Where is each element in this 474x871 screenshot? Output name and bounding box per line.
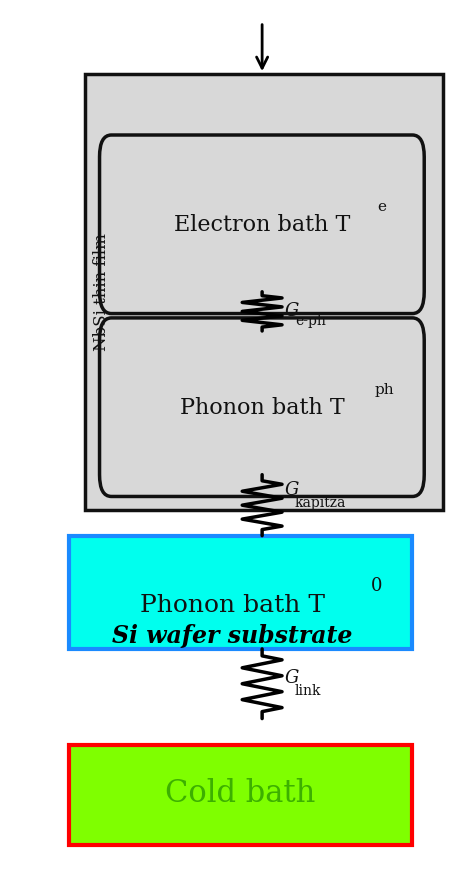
Text: link: link (295, 684, 321, 698)
Text: 0: 0 (371, 577, 382, 595)
FancyBboxPatch shape (100, 135, 424, 314)
Text: Phonon bath T: Phonon bath T (180, 396, 345, 419)
FancyBboxPatch shape (69, 745, 412, 845)
Text: Phonon bath T: Phonon bath T (140, 594, 325, 617)
Text: NbSi thin film: NbSi thin film (93, 233, 110, 351)
Text: e: e (377, 199, 386, 213)
Text: Si wafer substrate: Si wafer substrate (112, 624, 353, 648)
Text: G: G (284, 302, 299, 320)
Text: G: G (284, 669, 299, 686)
Text: G: G (284, 482, 299, 499)
Text: ph: ph (374, 382, 394, 396)
Text: Cold bath: Cold bath (165, 778, 316, 809)
Text: e-ph: e-ph (295, 314, 326, 328)
Text: kapitza: kapitza (295, 496, 346, 510)
FancyBboxPatch shape (100, 318, 424, 496)
FancyBboxPatch shape (85, 74, 443, 510)
Text: Electron bath T: Electron bath T (174, 213, 350, 236)
FancyBboxPatch shape (69, 536, 412, 649)
